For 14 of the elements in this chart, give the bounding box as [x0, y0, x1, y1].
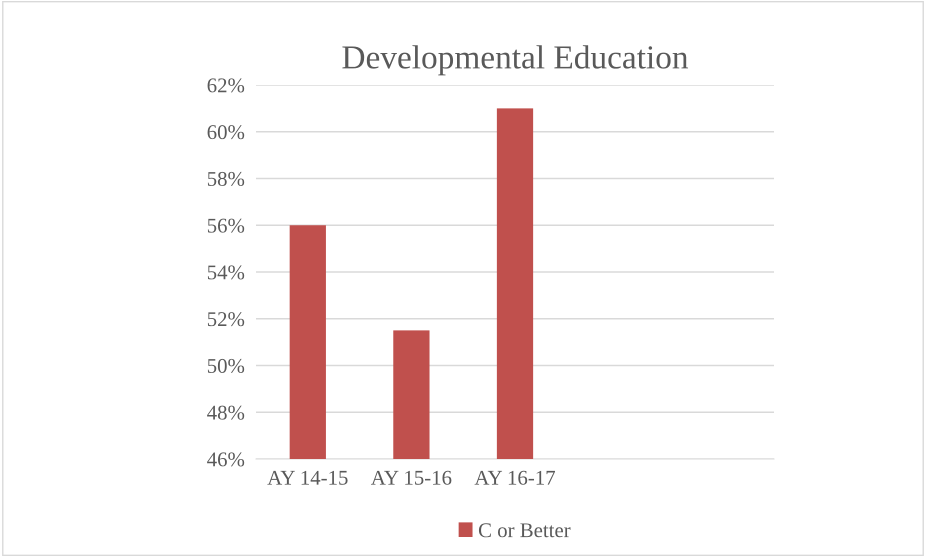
chart-title: Developmental Education — [342, 45, 688, 76]
y-tick-label: 58% — [208, 172, 244, 186]
y-tick-label: 56% — [208, 218, 244, 233]
y-tick-label: 60% — [208, 125, 244, 140]
y-tick-label: 52% — [208, 312, 244, 326]
x-tick-label: AY 16-17 — [474, 470, 556, 485]
x-tick-label: AY 14-15 — [267, 470, 348, 485]
legend-label: C or Better — [478, 523, 570, 538]
y-tick-label: 54% — [208, 265, 244, 280]
y-tick-label: 50% — [208, 358, 244, 373]
y-tick-label: 46% — [207, 452, 244, 466]
x-tick-label: AY 15-16 — [370, 470, 452, 485]
y-tick-label: 48% — [207, 406, 244, 420]
y-tick-label: 62% — [208, 78, 244, 92]
